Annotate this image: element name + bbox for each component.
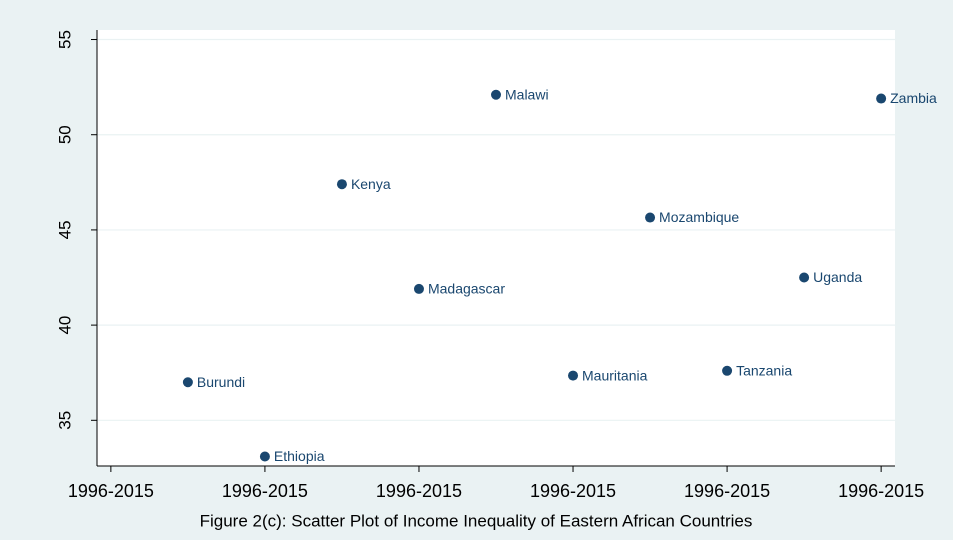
point [259, 451, 270, 462]
x-tick-label: 1996-2015 [530, 481, 616, 501]
y-tick-label: 50 [55, 125, 74, 144]
point-label: Kenya [351, 176, 391, 192]
point-label: Zambia [890, 90, 937, 106]
y-tick-label: 55 [55, 30, 74, 49]
point-label: Uganda [813, 269, 862, 285]
point [722, 365, 733, 376]
point [876, 93, 887, 104]
chart-caption: Figure 2(c): Scatter Plot of Income Ineq… [200, 511, 753, 530]
point-label: Mauritania [582, 367, 648, 383]
x-tick-label: 1996-2015 [68, 481, 154, 501]
y-tick-label: 45 [55, 220, 74, 239]
plot-area [97, 30, 895, 466]
point-label: Burundi [197, 374, 245, 390]
point [491, 89, 501, 100]
point-label: Madagascar [428, 281, 505, 297]
y-tick-label: 40 [55, 316, 74, 335]
x-tick-label: 1996-2015 [222, 481, 308, 501]
point-label: Ethiopia [274, 448, 325, 464]
point [568, 370, 579, 381]
x-tick-label: 1996-2015 [376, 481, 462, 501]
point [336, 179, 347, 190]
point [182, 377, 193, 388]
point-label: Malawi [505, 86, 549, 102]
point [799, 272, 810, 283]
point-label: Mozambique [659, 209, 739, 225]
point [645, 212, 656, 223]
x-tick-label: 1996-2015 [684, 481, 770, 501]
point-label: Tanzania [736, 363, 792, 379]
point [413, 283, 424, 294]
x-tick-label: 1996-2015 [838, 481, 924, 501]
y-tick-label: 35 [55, 411, 74, 430]
